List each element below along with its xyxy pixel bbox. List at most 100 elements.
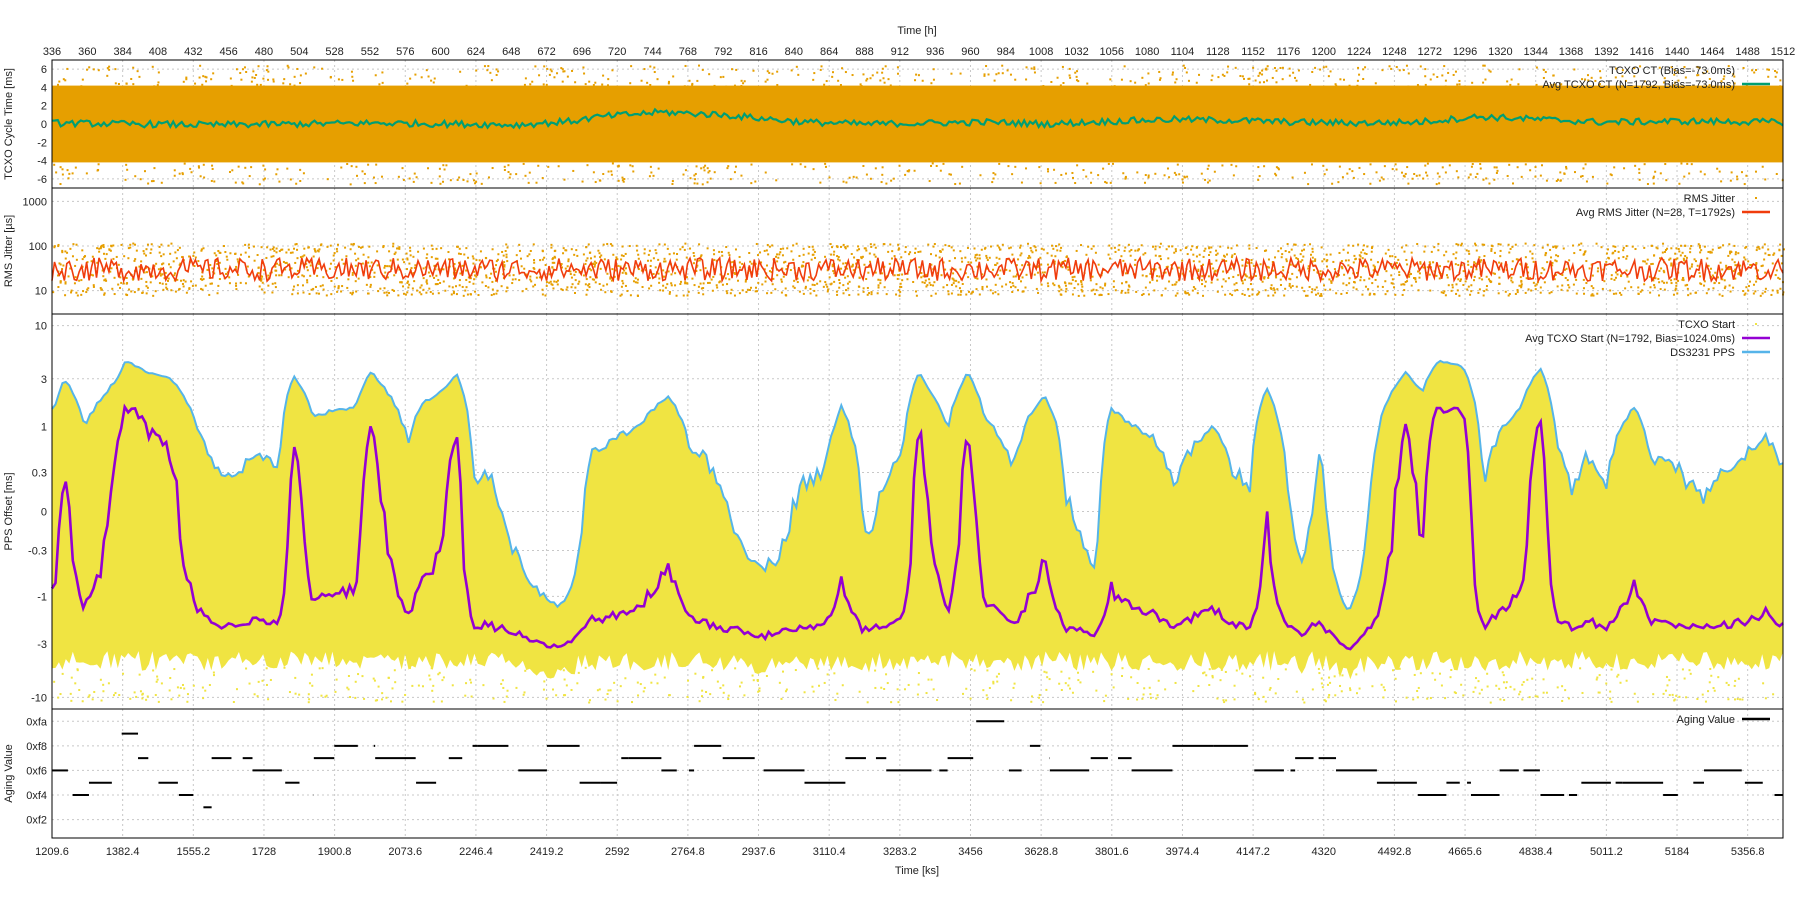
tcxo-ct-point bbox=[1275, 174, 1278, 177]
rms-jitter-point bbox=[439, 281, 442, 284]
rms-jitter-point bbox=[857, 293, 860, 296]
tcxo-ct-point bbox=[561, 68, 564, 71]
rms-jitter-point bbox=[704, 267, 707, 270]
rms-jitter-point bbox=[1452, 253, 1455, 256]
rms-jitter-point bbox=[373, 275, 376, 278]
rms-jitter-point bbox=[1627, 280, 1630, 283]
tcxo-start-point bbox=[141, 692, 144, 695]
tcxo-start-point bbox=[1498, 687, 1501, 690]
rms-jitter-point bbox=[61, 251, 64, 254]
tcxo-ct-point bbox=[299, 74, 302, 77]
rms-jitter-point bbox=[868, 292, 871, 295]
tcxo-ct-point bbox=[1182, 64, 1185, 67]
tcxo-ct-point bbox=[425, 69, 428, 72]
rms-jitter-point bbox=[1520, 284, 1523, 287]
tcxo-ct-point bbox=[286, 64, 289, 67]
tcxo-ct-point bbox=[684, 169, 687, 172]
rms-jitter-point bbox=[1607, 257, 1610, 260]
rms-jitter-point bbox=[1248, 276, 1251, 279]
rms-jitter-point bbox=[1267, 266, 1270, 269]
tcxo-ct-point bbox=[326, 178, 329, 181]
rms-jitter-point bbox=[624, 284, 627, 287]
rms-jitter-point bbox=[247, 275, 250, 278]
tcxo-ct-point bbox=[350, 165, 353, 168]
tcxo-ct-point bbox=[553, 76, 556, 79]
rms-jitter-point bbox=[235, 282, 238, 285]
rms-jitter-point bbox=[1127, 291, 1130, 294]
rms-jitter-point bbox=[466, 293, 469, 296]
rms-jitter-point bbox=[319, 285, 322, 288]
rms-jitter-point bbox=[1070, 282, 1073, 285]
rms-jitter-point bbox=[795, 242, 798, 245]
series-layer bbox=[52, 720, 1783, 809]
rms-jitter-point bbox=[908, 253, 911, 256]
rms-jitter-point bbox=[851, 263, 854, 266]
rms-jitter-point bbox=[1554, 245, 1557, 248]
rms-jitter-point bbox=[1727, 268, 1730, 271]
rms-jitter-point bbox=[1282, 269, 1285, 272]
rms-jitter-point bbox=[394, 251, 397, 254]
rms-jitter-point bbox=[838, 286, 841, 289]
rms-jitter-point bbox=[1017, 258, 1020, 261]
tcxo-ct-point bbox=[262, 77, 265, 80]
tcxo-ct-point bbox=[380, 175, 383, 178]
rms-jitter-point bbox=[105, 253, 108, 256]
rms-jitter-point bbox=[1087, 245, 1090, 248]
rms-jitter-point bbox=[1460, 264, 1463, 267]
rms-jitter-point bbox=[883, 286, 886, 289]
tcxo-ct-point bbox=[1281, 78, 1284, 81]
rms-jitter-point bbox=[1658, 269, 1661, 272]
rms-jitter-point bbox=[706, 247, 709, 250]
rms-jitter-point bbox=[847, 287, 850, 290]
rms-jitter-point bbox=[1724, 285, 1727, 288]
tcxo-start-point bbox=[201, 686, 204, 689]
rms-jitter-point bbox=[1099, 286, 1102, 289]
rms-jitter-point bbox=[1212, 267, 1215, 270]
tcxo-start-point bbox=[1685, 696, 1688, 699]
rms-jitter-point bbox=[779, 251, 782, 254]
rms-jitter-point bbox=[1159, 242, 1162, 245]
rms-jitter-point bbox=[145, 292, 148, 295]
tcxo-ct-point bbox=[1030, 67, 1033, 70]
rms-jitter-point bbox=[1405, 258, 1408, 261]
rms-jitter-point bbox=[410, 293, 413, 296]
tcxo-ct-point bbox=[1175, 173, 1178, 176]
rms-jitter-point bbox=[1241, 279, 1244, 282]
tcxo-ct-point bbox=[869, 177, 872, 180]
rms-jitter-point bbox=[606, 242, 609, 245]
tcxo-start-point bbox=[562, 669, 565, 672]
rms-jitter-point bbox=[1247, 288, 1250, 291]
rms-jitter-point bbox=[292, 288, 295, 291]
rms-jitter-point bbox=[1511, 260, 1514, 263]
tcxo-ct-point bbox=[1767, 75, 1770, 78]
tcxo-start-point bbox=[1518, 693, 1521, 696]
tcxo-ct-point bbox=[234, 181, 237, 184]
rms-jitter-point bbox=[1398, 271, 1401, 274]
rms-jitter-point bbox=[83, 256, 86, 259]
rms-jitter-point bbox=[985, 285, 988, 288]
rms-jitter-point bbox=[120, 281, 123, 284]
tcxo-ct-point bbox=[199, 175, 202, 178]
tcxo-start-point bbox=[1355, 673, 1358, 676]
rms-jitter-point bbox=[1171, 245, 1174, 248]
rms-jitter-point bbox=[952, 272, 955, 275]
tcxo-start-point bbox=[986, 697, 989, 700]
tcxo-ct-point bbox=[126, 168, 129, 171]
rms-jitter-point bbox=[172, 260, 175, 263]
rms-jitter-point bbox=[1073, 275, 1076, 278]
rms-jitter-point bbox=[101, 269, 104, 272]
rms-jitter-point bbox=[610, 290, 613, 293]
rms-jitter-point bbox=[465, 247, 468, 250]
tcxo-ct-point bbox=[844, 71, 847, 74]
y-tick-label: 10 bbox=[35, 286, 47, 298]
rms-jitter-point bbox=[280, 274, 283, 277]
tcxo-start-point bbox=[1382, 686, 1385, 689]
rms-jitter-point bbox=[1722, 244, 1725, 247]
rms-jitter-point bbox=[127, 257, 130, 260]
y-tick-label: 4 bbox=[41, 82, 47, 94]
rms-jitter-point bbox=[657, 258, 660, 261]
rms-jitter-point bbox=[75, 291, 78, 294]
rms-jitter-point bbox=[606, 283, 609, 286]
rms-jitter-point bbox=[617, 264, 620, 267]
